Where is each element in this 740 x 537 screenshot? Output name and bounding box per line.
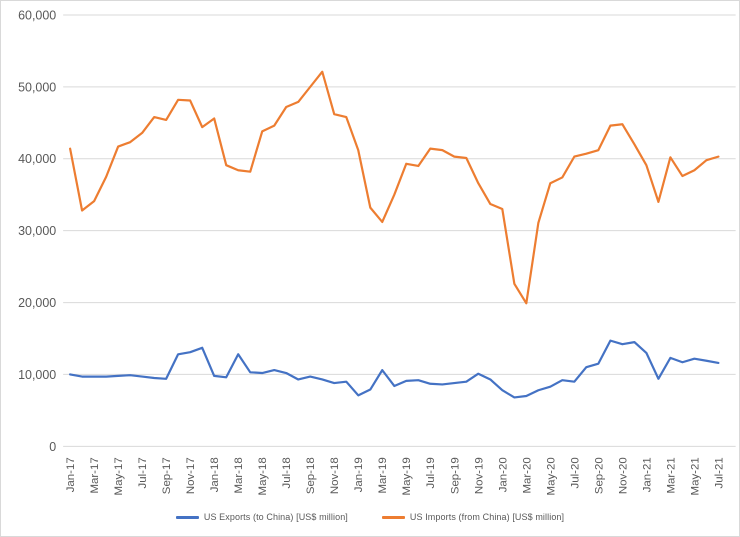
x-axis-tick-label: Mar-17 — [89, 457, 101, 493]
x-axis-tick-label: Sep-17 — [161, 457, 173, 494]
x-axis-tick-label: Mar-21 — [665, 457, 677, 493]
x-axis-tick-label: Jul-20 — [569, 457, 581, 488]
x-axis-tick-label: Sep-20 — [593, 457, 605, 494]
exports-line-swatch — [175, 515, 199, 519]
x-axis-tick-label: Nov-19 — [473, 457, 485, 494]
exports-legend-label: US Exports (to China) [US$ million] — [203, 512, 348, 522]
imports-line — [69, 70, 720, 305]
x-axis-tick-label: May-17 — [113, 457, 125, 495]
x-axis-tick-label: May-18 — [257, 457, 269, 495]
legend: US Exports (to China) [US$ million] US I… — [1, 512, 739, 522]
x-axis-tick-label: Mar-18 — [233, 457, 245, 493]
x-axis-tick-label: Jul-18 — [281, 457, 293, 488]
y-axis-tick-label: 40,000 — [18, 152, 56, 166]
x-axis-tick-label: May-19 — [401, 457, 413, 495]
x-axis-tick-label: Jan-20 — [497, 457, 509, 492]
x-axis-tick-label: Jan-21 — [641, 457, 653, 492]
x-axis-tick-label: Mar-20 — [521, 457, 533, 493]
x-axis-tick-label: May-20 — [545, 457, 557, 495]
x-axis-tick-label: Jan-19 — [353, 457, 365, 492]
y-axis-tick-label: 10,000 — [18, 368, 56, 382]
x-axis-tick-label: Sep-19 — [449, 457, 461, 494]
x-axis-tick-label: Jul-21 — [713, 457, 725, 488]
x-axis-tick-label: Jan-17 — [65, 457, 77, 492]
imports-legend-label: US Imports (from China) [US$ million] — [409, 512, 565, 522]
y-axis-tick-label: 50,000 — [18, 80, 56, 94]
y-axis-tick-label: 20,000 — [18, 296, 56, 310]
x-axis-tick-label: Nov-20 — [617, 457, 629, 494]
x-axis-tick-label: Jan-18 — [209, 457, 221, 492]
y-axis-tick-label: 0 — [49, 440, 56, 454]
x-axis-tick-label: Nov-17 — [185, 457, 197, 494]
x-axis-tick-label: Mar-19 — [377, 457, 389, 493]
x-axis-tick-label: Jul-19 — [425, 457, 437, 488]
x-axis-tick-label: Sep-18 — [305, 457, 317, 494]
x-axis-tick-label: Jul-17 — [137, 457, 149, 488]
legend-item-exports: US Exports (to China) [US$ million] — [175, 512, 348, 522]
exports-line — [69, 339, 720, 399]
y-axis-tick-label: 60,000 — [18, 8, 56, 22]
x-axis-tick-label: May-21 — [689, 457, 701, 495]
legend-item-imports: US Imports (from China) [US$ million] — [381, 512, 565, 522]
y-axis-tick-label: 30,000 — [18, 224, 56, 238]
x-axis-tick-label: Nov-18 — [329, 457, 341, 494]
imports-line-swatch — [381, 515, 405, 519]
